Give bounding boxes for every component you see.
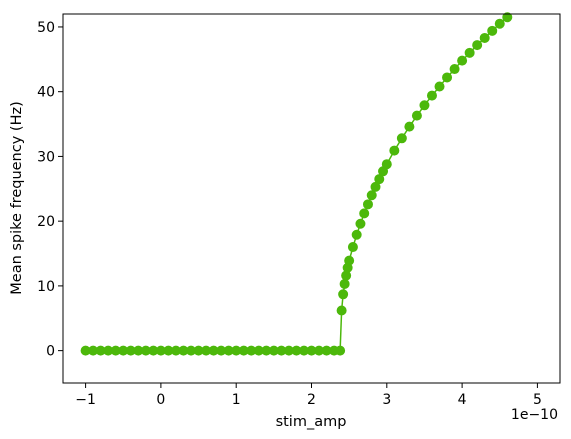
- data-point: [381, 159, 392, 170]
- data-point: [338, 289, 349, 300]
- data-point: [479, 32, 490, 43]
- x-tick-label: 4: [458, 392, 467, 408]
- data-point: [366, 190, 377, 201]
- data-point: [449, 64, 460, 75]
- data-point: [347, 242, 358, 253]
- data-point: [335, 345, 346, 356]
- data-point: [351, 229, 362, 240]
- x-offset-label: 1e−10: [511, 407, 558, 423]
- data-point: [426, 90, 437, 101]
- data-point: [411, 110, 422, 121]
- data-point: [472, 40, 483, 51]
- x-tick-label: 3: [382, 392, 391, 408]
- x-tick-label: 2: [307, 392, 316, 408]
- data-point: [362, 199, 373, 210]
- x-tick-label: 0: [156, 392, 165, 408]
- data-point: [336, 305, 347, 316]
- data-point: [502, 12, 513, 23]
- data-point: [359, 208, 370, 219]
- data-point: [457, 55, 468, 66]
- data-point: [344, 255, 355, 266]
- data-point: [487, 25, 498, 36]
- series-layer: [80, 12, 513, 356]
- data-point: [434, 81, 445, 92]
- y-tick-label: 40: [37, 85, 55, 101]
- plot-area: [63, 14, 560, 383]
- y-tick-label: 50: [37, 20, 55, 36]
- data-point: [389, 145, 400, 156]
- y-tick-label: 30: [37, 149, 55, 165]
- data-point: [396, 133, 407, 144]
- x-tick-label: 1: [232, 392, 241, 408]
- data-point: [419, 100, 430, 111]
- y-tick-label: 10: [37, 279, 55, 295]
- data-point: [464, 47, 475, 58]
- y-tick-label: 20: [37, 214, 55, 230]
- data-point: [404, 121, 415, 132]
- data-point: [442, 72, 453, 83]
- data-point: [339, 278, 350, 289]
- y-axis-label: Mean spike frequency (Hz): [9, 101, 25, 294]
- data-point: [494, 18, 505, 29]
- x-tick-label: 5: [533, 392, 542, 408]
- y-tick-label: 0: [46, 344, 55, 360]
- x-tick-label: −1: [75, 392, 96, 408]
- data-point: [355, 218, 366, 229]
- x-axis-label: stim_amp: [276, 414, 347, 430]
- plot-frame: [62, 13, 561, 384]
